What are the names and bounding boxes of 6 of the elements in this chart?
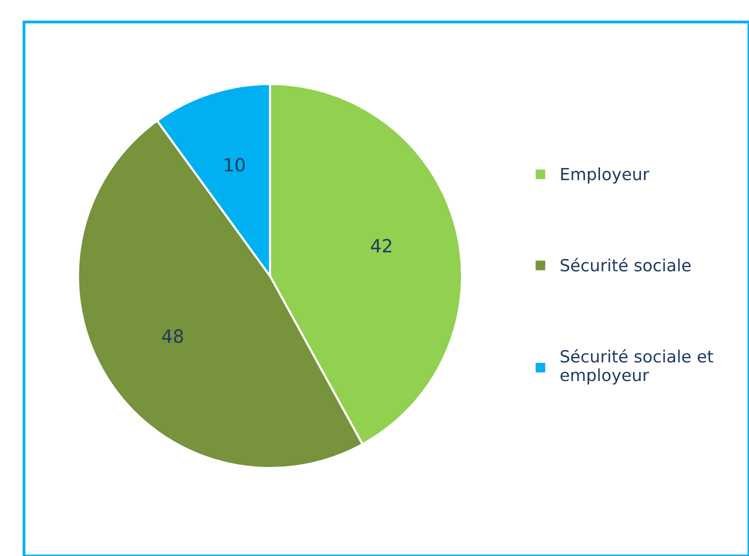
legend-label: Sécurité sociale bbox=[560, 258, 691, 272]
data-label: 48 bbox=[162, 329, 183, 343]
legend-label: Sécurité sociale et employeur bbox=[560, 349, 714, 385]
legend-label: Employeur bbox=[561, 167, 650, 184]
data-label: 42 bbox=[370, 238, 392, 252]
data-label: 10 bbox=[224, 158, 245, 172]
